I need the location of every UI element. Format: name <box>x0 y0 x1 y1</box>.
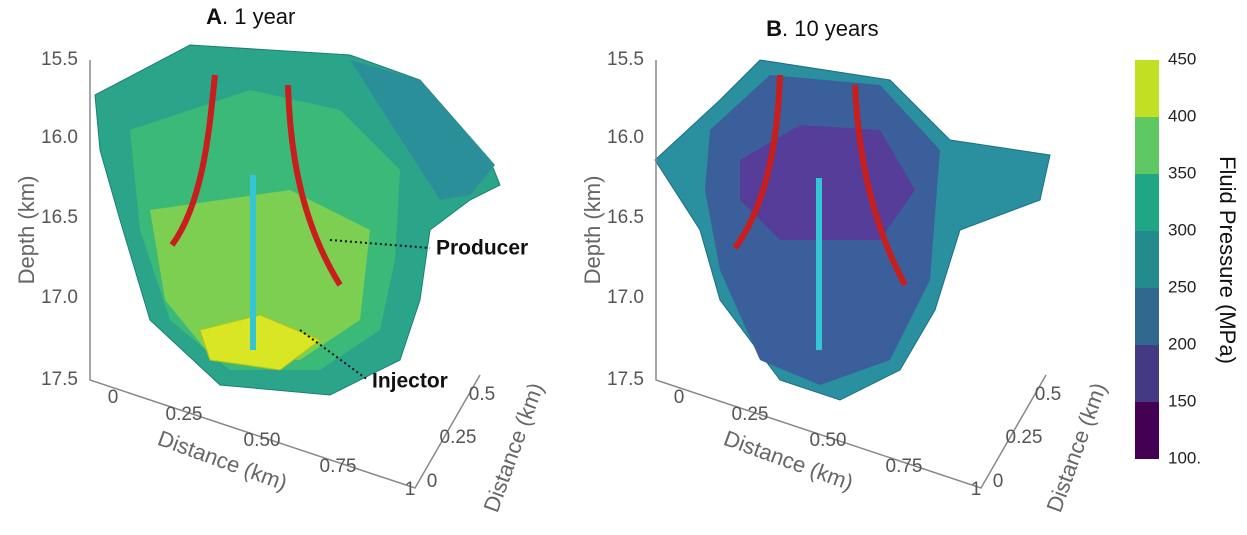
depth-label: Depth (km) <box>14 176 39 285</box>
y-tick: 0 <box>993 471 1004 492</box>
x-tick: 0 <box>108 387 119 408</box>
panel-title: . 10 years <box>782 16 879 41</box>
depth-tick: 16.0 <box>607 127 644 148</box>
x-tick: 0.75 <box>886 456 923 477</box>
y-tick: 0 <box>427 471 438 492</box>
y-tick: 0.5 <box>1035 384 1061 405</box>
panel-label: B <box>766 16 782 41</box>
depth-tick: 17.0 <box>41 287 78 308</box>
depth-tick: 17.5 <box>607 369 644 390</box>
x-tick: 0 <box>674 387 685 408</box>
depth-tick: 17.0 <box>607 287 644 308</box>
annotation: Injector <box>372 370 448 393</box>
depth-tick: 16.5 <box>607 207 644 228</box>
colorbar-tick: 400 <box>1168 106 1196 125</box>
panel-title: . 1 year <box>222 4 295 29</box>
annotation: Producer <box>436 237 528 260</box>
depth-tick: 16.5 <box>41 207 78 228</box>
x-tick: 0.25 <box>732 404 769 425</box>
x-tick: 1 <box>971 479 982 500</box>
x-tick: 0.50 <box>810 430 847 451</box>
y-tick: 0.5 <box>469 384 495 405</box>
depth-tick: 15.5 <box>607 49 644 70</box>
panel-a-render <box>95 45 500 395</box>
x-tick: 0.50 <box>244 430 281 451</box>
y-tick: 0.25 <box>440 427 477 448</box>
depth-label: Depth (km) <box>580 176 605 285</box>
colorbar-tick: 350 <box>1168 163 1196 182</box>
depth-tick: 15.5 <box>41 49 78 70</box>
colorbar-tick: 100. <box>1168 448 1201 467</box>
colorbar-tick: 250 <box>1168 277 1196 296</box>
colorbar-tick: 450 <box>1168 49 1196 68</box>
y-tick: 0.25 <box>1006 427 1043 448</box>
panel-b-render <box>655 60 1050 400</box>
x-tick: 0.25 <box>166 404 203 425</box>
x-tick: 0.75 <box>320 456 357 477</box>
colorbar-tick: 200 <box>1168 334 1196 353</box>
depth-tick: 17.5 <box>41 369 78 390</box>
colorbar <box>1135 60 1159 459</box>
colorbar-label: Fluid Pressure (MPa) <box>1215 156 1240 364</box>
depth-tick: 16.0 <box>41 127 78 148</box>
panel-label: A <box>206 4 222 29</box>
colorbar-tick: 150 <box>1168 391 1196 410</box>
x-tick: 1 <box>405 479 416 500</box>
colorbar-tick: 300 <box>1168 220 1196 239</box>
figure: A . 1 year Depth (km) 15.5 16.0 16.5 17.… <box>0 0 1247 535</box>
